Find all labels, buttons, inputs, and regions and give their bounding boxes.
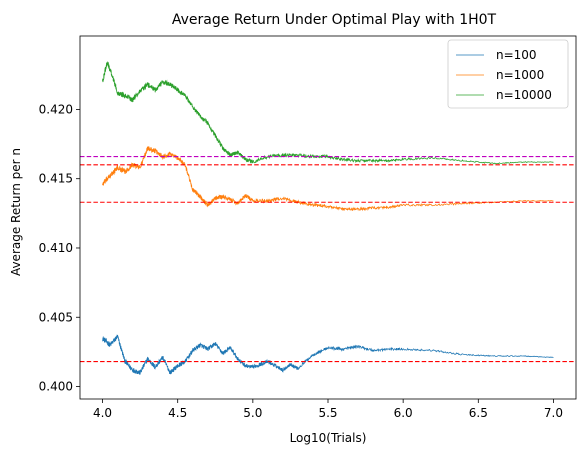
- legend-box: [447, 39, 569, 109]
- x-tick-label: 4.0: [93, 406, 112, 420]
- x-tick-label: 6.0: [394, 406, 413, 420]
- x-axis-label: Log10(Trials): [290, 431, 367, 445]
- series-line-3: [102, 61, 554, 165]
- y-tick-label: 0.405: [39, 310, 73, 324]
- x-tick-label: 4.5: [168, 406, 187, 420]
- y-tick-label: 0.420: [39, 102, 73, 116]
- y-tick-label: 0.410: [39, 241, 73, 255]
- series-line-1: [102, 334, 554, 375]
- legend-label: n=1000: [496, 68, 544, 82]
- legend-label: n=10000: [496, 88, 552, 102]
- x-tick-label: 5.5: [318, 406, 337, 420]
- x-axis: 4.0 4.5 5.0 5.5 6.0 6.5 7.0: [93, 399, 563, 420]
- chart-title: Average Return Under Optimal Play with 1…: [172, 12, 497, 28]
- legend: n=100 n=1000 n=10000: [447, 39, 569, 109]
- x-tick-label: 7.0: [544, 406, 563, 420]
- legend-label: n=100: [496, 48, 537, 62]
- x-tick-label: 5.0: [243, 406, 262, 420]
- y-axis-label: Average Return per n: [9, 148, 23, 276]
- y-axis: 0.400 0.405 0.410 0.415 0.420: [39, 102, 80, 394]
- series-line-2: [102, 146, 554, 212]
- y-tick-label: 0.415: [39, 172, 73, 186]
- x-tick-label: 6.5: [469, 406, 488, 420]
- y-tick-label: 0.400: [39, 380, 73, 394]
